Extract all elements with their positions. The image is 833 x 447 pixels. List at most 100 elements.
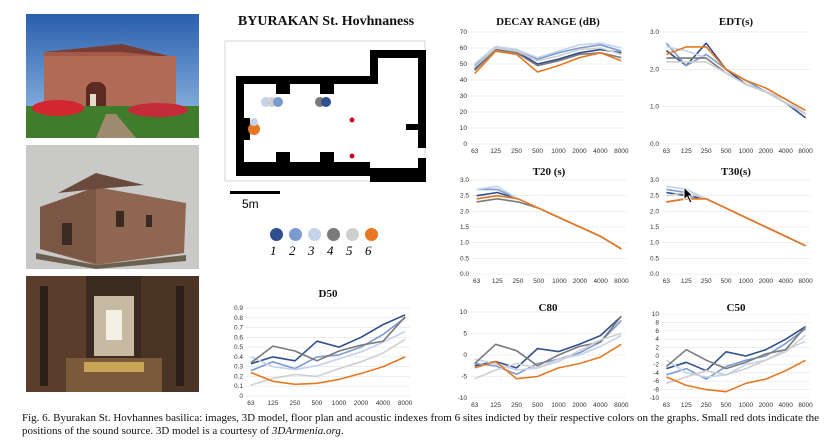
- caption-end: .: [340, 425, 344, 437]
- legend-label-4: 4: [327, 243, 334, 258]
- plan-buttress: [276, 84, 290, 94]
- x-tick-label: 125: [268, 400, 279, 407]
- x-tick-label: 250: [511, 148, 522, 155]
- x-tick-label: 4000: [593, 278, 608, 285]
- y-tick-label: 0: [655, 353, 659, 360]
- y-tick-label: 2.5: [460, 193, 469, 200]
- y-tick-label: 0.7: [234, 325, 243, 332]
- figure-title: BYURAKAN St. Hovhnaness: [237, 14, 415, 29]
- x-tick-label: 125: [681, 278, 692, 285]
- series-line-4: [666, 57, 806, 115]
- x-tick-label: 250: [701, 402, 712, 409]
- x-tick-label: 8000: [614, 402, 629, 409]
- series-line-6: [666, 197, 806, 247]
- caption-link: 3DArmenia.org: [271, 425, 341, 437]
- y-tick-label: -4: [653, 370, 659, 377]
- x-tick-label: 125: [490, 148, 501, 155]
- site-legend: 1 2 3 4 5 6: [270, 228, 390, 259]
- plan-buttress: [320, 152, 334, 162]
- chart-title: DECAY RANGE (dB): [496, 16, 600, 28]
- x-tick-label: 2000: [573, 278, 588, 285]
- x-tick-label: 2000: [572, 402, 587, 409]
- y-tick-label: 10: [652, 311, 660, 318]
- y-tick-label: 5: [463, 331, 467, 338]
- x-tick-label: 63: [663, 278, 671, 285]
- legend-dot-6: [365, 228, 378, 241]
- x-tick-label: 63: [471, 402, 479, 409]
- series-line-2: [474, 320, 622, 376]
- x-tick-label: 2000: [759, 278, 774, 285]
- x-tick-label: 250: [290, 400, 301, 407]
- legend-dot-2: [289, 228, 302, 241]
- x-tick-label: 63: [473, 278, 481, 285]
- y-tick-label: 0.3: [234, 364, 243, 371]
- y-tick-label: 70: [460, 29, 468, 36]
- y-tick-label: 0.4: [234, 354, 243, 361]
- x-tick-label: 8000: [798, 148, 813, 155]
- x-tick-label: 125: [492, 278, 503, 285]
- x-tick-label: 4000: [593, 402, 608, 409]
- series-line-5: [666, 334, 807, 385]
- site-marker-1: [321, 97, 331, 107]
- x-tick-label: 250: [513, 278, 524, 285]
- x-tick-label: 1000: [739, 402, 754, 409]
- x-tick-label: 250: [701, 278, 712, 285]
- x-tick-label: 2000: [759, 148, 774, 155]
- y-tick-label: -8: [653, 387, 659, 394]
- series-line-5: [666, 61, 806, 115]
- y-tick-label: 2.0: [650, 208, 659, 215]
- x-tick-label: 1000: [739, 278, 754, 285]
- y-tick-label: 3.0: [460, 177, 469, 184]
- series-line-6: [474, 343, 622, 380]
- x-tick-label: 500: [312, 400, 323, 407]
- legend-label-6: 6: [365, 243, 372, 258]
- x-tick-label: 500: [721, 278, 732, 285]
- x-tick-label: 125: [490, 402, 501, 409]
- y-tick-label: 1.5: [650, 224, 659, 231]
- chart-title: EDT(s): [719, 16, 754, 28]
- y-tick-label: 0.9: [234, 305, 243, 312]
- x-tick-label: 4000: [778, 148, 793, 155]
- floor-plan: 5m: [224, 40, 426, 211]
- series-line-3: [250, 330, 406, 371]
- series-line-1: [250, 314, 406, 365]
- y-tick-label: 3.0: [650, 29, 659, 36]
- x-tick-label: 500: [721, 402, 732, 409]
- series-line-3: [665, 340, 806, 378]
- scale-label: 5m: [242, 197, 259, 211]
- series-line-6: [250, 356, 406, 386]
- x-tick-label: 8000: [614, 148, 629, 155]
- x-tick-label: 500: [533, 278, 544, 285]
- series-line-2: [666, 328, 807, 380]
- y-tick-label: 0: [239, 393, 243, 400]
- y-tick-label: 40: [460, 77, 468, 84]
- series-line-4: [665, 326, 807, 370]
- y-tick-label: 1.0: [650, 240, 659, 247]
- x-tick-label: 1000: [332, 400, 347, 407]
- chart-d50: D50 0 0.1 0.2 0.3 0.4 0.5 0.6 0.7 0.8 0.9 63 125 250 5…: [234, 288, 413, 407]
- chart-title: D50: [319, 288, 338, 300]
- y-tick-label: 0.5: [234, 344, 243, 351]
- plan-buttress: [320, 84, 334, 94]
- y-tick-label: 0: [463, 352, 467, 359]
- series-line-4: [666, 197, 806, 247]
- series-line-3: [666, 46, 807, 115]
- y-tick-label: 6: [655, 328, 659, 335]
- series-line-6: [476, 194, 622, 250]
- x-tick-label: 1000: [739, 148, 754, 155]
- figure-caption: Fig. 6. Byurakan St. Hovhannes basilica:…: [22, 412, 822, 438]
- series-line-5: [474, 332, 622, 380]
- y-tick-label: 0: [463, 141, 467, 148]
- y-tick-label: 8: [655, 319, 659, 326]
- y-tick-label: 0.0: [460, 271, 469, 278]
- y-tick-label: 2.0: [460, 208, 469, 215]
- y-tick-label: 3.0: [650, 177, 659, 184]
- series-line-5: [474, 47, 622, 68]
- church-photo: [26, 14, 199, 138]
- 3d-model-image: [26, 145, 199, 269]
- series-line-1: [474, 315, 622, 369]
- series-line-4: [250, 316, 406, 364]
- y-tick-label: -6: [653, 378, 659, 385]
- x-tick-label: 8000: [798, 402, 813, 409]
- y-tick-label: 1.5: [460, 224, 469, 231]
